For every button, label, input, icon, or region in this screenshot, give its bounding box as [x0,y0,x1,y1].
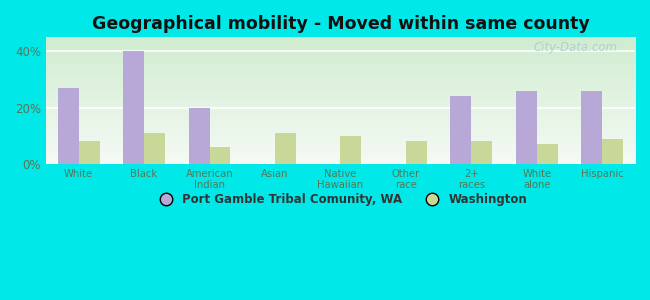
Bar [516,91,537,164]
Bar [450,96,471,164]
Bar [406,141,427,164]
Bar [341,136,361,164]
Bar [581,91,603,164]
Bar [79,141,99,164]
Legend: Port Gamble Tribal Comunity, WA, Washington: Port Gamble Tribal Comunity, WA, Washing… [149,189,532,211]
Title: Geographical mobility - Moved within same county: Geographical mobility - Moved within sam… [92,15,590,33]
Bar [58,88,79,164]
Bar [537,144,558,164]
Bar [471,141,492,164]
Bar [144,133,165,164]
Text: City-Data.com: City-Data.com [533,41,618,54]
Bar [275,133,296,164]
Bar [603,139,623,164]
Bar [188,108,209,164]
Bar [123,51,144,164]
Bar [209,147,231,164]
